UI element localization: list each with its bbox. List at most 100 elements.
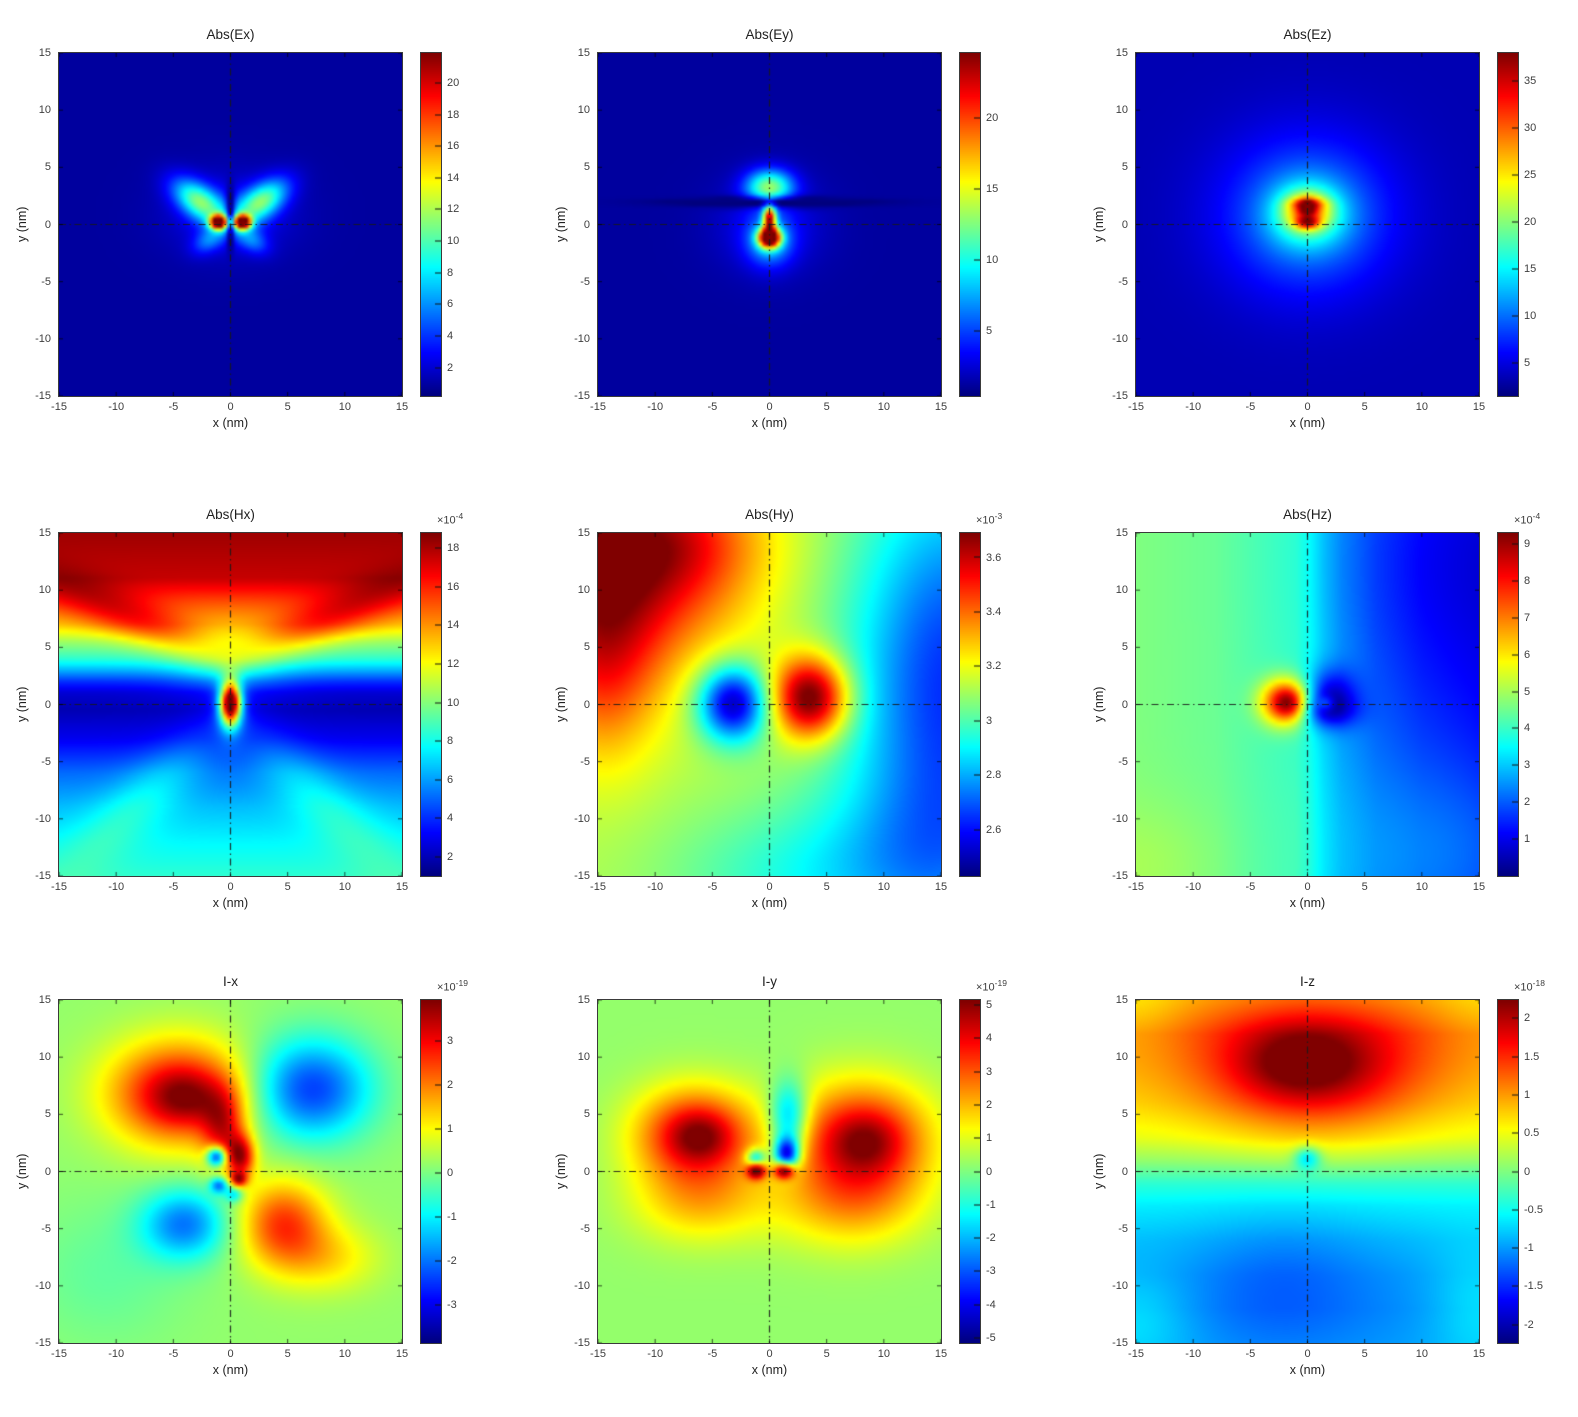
x-axis-label: x (nm) [751,1363,788,1377]
colorbar-tick-label: 0 [447,1167,454,1180]
x-tick-label: 10 [338,881,351,893]
x-axis-label: x (nm) [751,416,788,430]
x-axis-label: x (nm) [751,896,788,910]
colorbar: ×10-3 2.6 2.8 3 3.2 3.4 3.6 [959,511,1100,877]
colorbar: ×10-4 2 4 6 8 10 12 14 16 18 [420,511,561,877]
colorbar-tick-label: -5 [986,1332,996,1344]
colorbar-tick-label: 3 [986,714,993,727]
y-tick-label: 5 [1121,1108,1128,1121]
colorbar-exponent: ×10-19 [976,978,1007,994]
x-tick-label: 5 [284,401,291,413]
heatmap-canvas [1135,52,1480,397]
colorbar-tick-label: 7 [1524,611,1531,624]
colorbar-exponent-value: -3 [994,511,1003,521]
y-axis-label: y (nm) [554,1153,568,1190]
x-axis-label: x (nm) [212,896,249,910]
heatmap-canvas [58,999,403,1344]
colorbar-tick-label: 0 [1524,1165,1531,1178]
y-axis-label: y (nm) [554,206,568,243]
x-tick-label: -5 [168,401,179,413]
subplot-abs-ex: Abs(Ex) y (nm) 15 10 5 0 -5 -10 -15 -15 -10 -5 0 5… [15,27,459,430]
y-axis-label: y (nm) [15,1153,29,1190]
subplot-i-z: I-z y (nm) 15 10 5 0 -5 -10 -15 -15 -10 -5 0 5 10 15… [1092,974,1545,1377]
x-tick-label: 10 [877,881,890,893]
colorbar-tick-label: 15 [1524,263,1537,276]
colorbar-tick-label: 18 [447,108,460,121]
colorbar-tick-label: 15 [986,183,999,196]
subplot-i-x: I-x y (nm) 15 10 5 0 -5 -10 -15 -15 -10 -5 0 5 10 15… [15,974,468,1377]
colorbar-tick-label: 8 [447,735,454,748]
colorbar-tick-label: 12 [447,203,460,216]
colorbar-exponent: ×10-18 [1514,978,1545,994]
colorbar-exponent-value: -19 [455,978,468,988]
x-tick-label: -5 [1245,881,1256,893]
subplot-abs-hx: Abs(Hx) y (nm) 15 10 5 0 -5 -10 -15 -15 -10 -5 0 5… [15,507,463,910]
y-tick-label: -15 [574,390,590,402]
y-tick-label: -10 [35,332,51,345]
x-tick-label: -5 [168,881,179,893]
colorbar-tick-label: -1 [986,1198,996,1211]
plot-title: Abs(Hx) [206,507,255,522]
plot-title: I-x [223,974,238,989]
y-tick-label: -10 [1112,812,1128,825]
x-tick-label: -10 [108,881,125,893]
y-tick-label: 15 [1115,47,1128,59]
colorbar-gradient [959,999,981,1344]
colorbar-tick-label: 3.2 [986,660,1002,673]
colorbar-tick-label: -4 [986,1298,996,1311]
y-axis-label: y (nm) [1092,206,1106,243]
colorbar-tick-label: 10 [1524,310,1537,323]
colorbar-tick-label: 2 [1524,796,1531,809]
y-tick-label: 10 [38,1051,51,1064]
heatmap-canvas [597,999,942,1344]
y-tick-label: 10 [1115,1051,1128,1064]
colorbar-tick-label: 5 [986,998,993,1011]
colorbar-tick-label: 10 [986,253,999,266]
colorbar: ×10-18 -2 -1.5 -1 -0.5 0 0.5 1 1.5 2 [1497,978,1578,1344]
colorbar-tick-label: 14 [447,619,460,632]
colorbar-tick-label: 14 [447,171,460,184]
x-tick-label: -10 [1185,1348,1202,1360]
colorbar-tick-label: -1 [1524,1242,1534,1255]
y-tick-label: 5 [1121,641,1128,654]
y-tick-label: 5 [44,161,51,174]
x-axis-label: x (nm) [1289,896,1326,910]
x-tick-label: 15 [1472,1348,1486,1360]
y-tick-label: 5 [583,1108,590,1121]
y-tick-label: 10 [577,584,590,597]
x-tick-label: -15 [1128,401,1144,413]
x-tick-label: 15 [395,401,409,413]
colorbar-exponent: ×10-4 [1514,511,1541,527]
y-tick-label: -15 [35,390,51,402]
colorbar-tick-label: 30 [1524,122,1537,135]
y-tick-label: -10 [1112,332,1128,345]
colorbar-gradient [959,52,981,397]
colorbar-tick-label: 1 [1524,833,1531,846]
subplot-i-y: I-y y (nm) 15 10 5 0 -5 -10 -15 -15 -10 -5 0 5 10 15… [554,974,1007,1377]
x-tick-label: 10 [338,401,351,413]
x-tick-label: 5 [1361,401,1368,413]
colorbar-tick-label: 20 [986,112,999,125]
y-tick-label: 15 [38,47,51,59]
x-tick-label: 15 [1472,401,1486,413]
heatmap-canvas [58,532,403,877]
colorbar-tick-label: 2 [447,1078,454,1091]
x-tick-label: 5 [284,1348,291,1360]
subplot-abs-hy: Abs(Hy) y (nm) 15 10 5 0 -5 -10 -15 -15 -10 -5 0 5… [554,507,1002,910]
x-tick-label: -15 [590,401,606,413]
y-tick-label: -5 [41,755,51,768]
y-tick-label: 10 [38,104,51,117]
colorbar-exponent: ×10-19 [437,978,468,994]
y-tick-label: -15 [574,870,590,882]
x-tick-label: -15 [1128,1348,1144,1360]
y-tick-label: -5 [1118,275,1128,288]
y-axis-label: y (nm) [1092,1153,1106,1190]
x-axis-label: x (nm) [212,416,249,430]
colorbar-tick-label: 9 [1524,538,1531,551]
colorbar-tick-label: -3 [986,1265,996,1278]
y-tick-label: -15 [35,870,51,882]
colorbar-tick-label: 5 [986,324,993,337]
colorbar-tick-label: 4 [1524,722,1531,735]
x-axis-label: x (nm) [1289,1363,1326,1377]
y-tick-label: -5 [41,275,51,288]
